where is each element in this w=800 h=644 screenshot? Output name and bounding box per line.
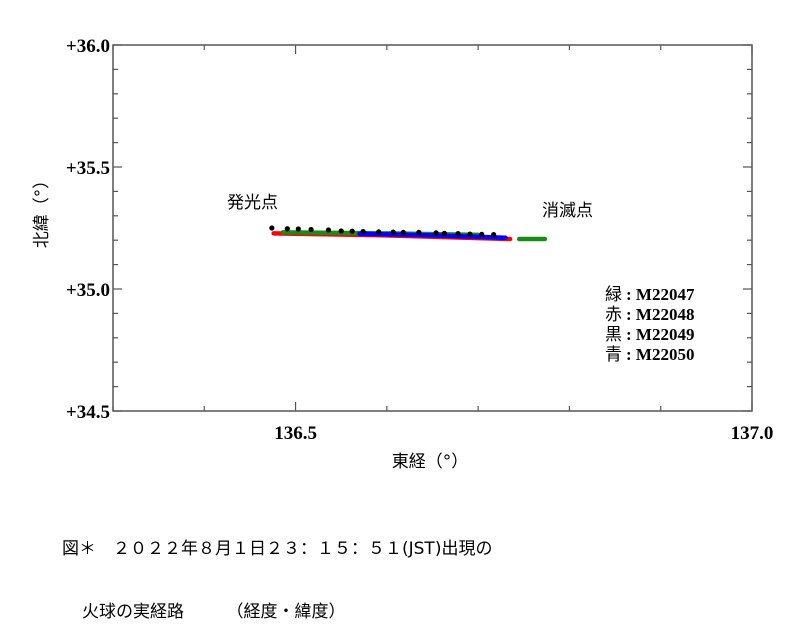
data-point xyxy=(338,228,344,234)
x-tick-label: 136.5 xyxy=(274,423,317,444)
data-series xyxy=(269,225,548,242)
x-tick-label: 137.0 xyxy=(731,423,774,444)
data-point xyxy=(400,229,406,235)
x-axis-title: 東経（°） xyxy=(392,452,469,472)
data-point xyxy=(360,228,366,235)
figure-caption: 図＊ ２０２２年８月１日２３：１５：５１(JST)出現の 火球の実経路 （経度・… xyxy=(62,497,492,644)
data-point xyxy=(349,228,355,234)
caption-line-2: 火球の実経路 （経度・緯度） xyxy=(82,602,346,622)
data-point xyxy=(416,229,422,235)
end-point-label: 消滅点 xyxy=(542,201,593,221)
chart: 136.5 137.0 +36.0 +35.5 +35.0 +34.5 東経（°） 北緯（… xyxy=(32,36,773,472)
data-point xyxy=(455,231,461,237)
caption-line-1: 図＊ ２０２２年８月１日２３：１５：５１(JST)出現の xyxy=(62,539,493,559)
y-tick-label: +36.0 xyxy=(66,36,110,57)
y-tick-label: +34.5 xyxy=(66,402,110,423)
data-point xyxy=(479,231,485,237)
plot-frame xyxy=(112,44,753,412)
data-point xyxy=(295,226,301,232)
y-tick-label: +35.5 xyxy=(66,158,110,179)
data-point xyxy=(433,230,439,236)
legend-entry: 緑: M22047 xyxy=(605,285,695,305)
legend-entry: 赤: M22048 xyxy=(605,305,694,325)
data-point xyxy=(325,227,332,233)
data-point xyxy=(308,226,314,233)
data-point xyxy=(390,229,396,235)
data-point xyxy=(376,229,382,235)
y-axis-title: 北緯（°） xyxy=(32,172,52,249)
data-point xyxy=(284,226,290,232)
data-point xyxy=(467,231,473,237)
legend-entry: 青: M22050 xyxy=(605,345,694,365)
series-M22050 xyxy=(357,231,508,241)
trajectory-segment xyxy=(357,231,508,241)
data-point xyxy=(441,230,447,236)
legend: 緑: M22047 赤: M22048 黒: M22049 青: M22050 xyxy=(605,285,695,365)
legend-entry: 黒: M22049 xyxy=(605,325,694,345)
series-M22049 xyxy=(269,225,497,238)
axis-ticks xyxy=(112,44,753,412)
start-point-label: 発光点 xyxy=(227,193,278,213)
axis-tick-labels: 136.5 137.0 +36.0 +35.5 +35.0 +34.5 xyxy=(66,36,773,444)
data-point xyxy=(491,231,497,238)
data-point xyxy=(269,225,275,231)
y-tick-label: +35.0 xyxy=(66,280,110,301)
